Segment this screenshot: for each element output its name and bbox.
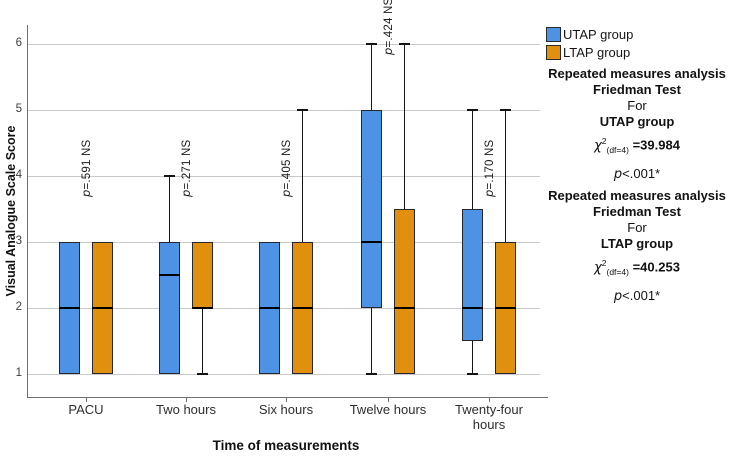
stats-heading: Repeated measures analysis (548, 187, 726, 203)
upper-whisker (301, 110, 304, 242)
x-tick-label: PACU (68, 402, 104, 417)
y-tick-label: 2 (15, 301, 22, 313)
y-axis-line (27, 25, 29, 397)
x-tick-label: Twenty-four hours (455, 402, 523, 432)
legend: UTAP group LTAP group (546, 25, 633, 61)
box-utap-4 (462, 209, 483, 341)
x-tick-mark (388, 397, 389, 402)
lower-whisker-cap (467, 373, 478, 375)
y-tick-label: 3 (15, 235, 22, 247)
stats-test-name: Friedman Test (593, 82, 681, 97)
median-line (462, 306, 483, 310)
stats-group-name: LTAP group (600, 235, 674, 251)
ltap-color-swatch (546, 44, 561, 60)
p-value-line: p<.001* (613, 165, 661, 182)
x-axis-line (27, 397, 548, 399)
stats-block-ltap: Repeated measures analysis Friedman Test… (538, 188, 736, 304)
pvalue-annotation: p=.424 NS (381, 0, 395, 56)
upper-whisker-cap (500, 109, 511, 111)
upper-whisker (370, 44, 373, 110)
chi-square-line: χ2(df=4) =39.984 (594, 136, 680, 155)
box-ltap-1 (192, 242, 213, 308)
median-line (192, 306, 213, 310)
lower-whisker-cap (197, 373, 208, 375)
utap-color-swatch (546, 26, 561, 42)
lower-whisker (201, 308, 204, 374)
x-tick-mark (186, 397, 187, 402)
x-tick-mark (86, 397, 87, 402)
x-axis-title: Time of measurements (212, 438, 360, 453)
pvalue-annotation: p=.271 NS (179, 139, 193, 198)
gridline (27, 44, 540, 45)
gridline (27, 374, 540, 375)
x-tick-label: Two hours (156, 402, 216, 417)
median-line (361, 240, 382, 244)
stats-test-name: Friedman Test (593, 203, 681, 219)
median-line (159, 273, 180, 277)
legend-label: LTAP group (563, 44, 631, 60)
y-tick-label: 5 (15, 103, 22, 115)
lower-whisker-cap (366, 373, 377, 375)
pvalue-annotation: p=.170 NS (482, 139, 496, 198)
upper-whisker (471, 110, 474, 209)
gridline (27, 308, 540, 309)
median-line (495, 306, 516, 310)
legend-label: UTAP group (563, 26, 634, 42)
legend-item-utap: UTAP group (546, 25, 633, 43)
y-tick-label: 4 (15, 169, 22, 181)
gridline (27, 242, 540, 243)
pvalue-annotation: p=.405 NS (279, 139, 293, 198)
stats-panel: Repeated measures analysis Friedman Test… (538, 66, 736, 310)
y-tick-label: 6 (15, 37, 22, 49)
legend-item-ltap: LTAP group (546, 43, 633, 61)
chi-square-line: χ2(df=4) =40.253 (594, 257, 680, 277)
lower-whisker (370, 308, 373, 374)
median-line (92, 306, 113, 310)
x-tick-label: Twelve hours (349, 402, 427, 417)
box-ltap-3 (394, 209, 415, 374)
gridline (27, 176, 540, 177)
upper-whisker (504, 110, 507, 242)
upper-whisker-cap (297, 109, 308, 111)
y-axis-title: Visual Analogue Scale Score (4, 125, 18, 297)
median-line (59, 306, 80, 310)
box-utap-3 (361, 110, 382, 308)
upper-whisker-cap (366, 43, 377, 45)
stats-block-utap: Repeated measures analysis Friedman Test… (538, 66, 736, 182)
median-line (259, 306, 280, 310)
stats-group-name: UTAP group (599, 114, 675, 129)
stats-for: For (627, 98, 647, 113)
x-tick-mark (286, 397, 287, 402)
upper-whisker-cap (467, 109, 478, 111)
stats-heading: Repeated measures analysis (548, 66, 726, 81)
upper-whisker (168, 176, 171, 242)
y-tick-label: 1 (15, 367, 22, 379)
box-utap-1 (159, 242, 180, 374)
p-value-line: p<.001* (613, 287, 661, 304)
lower-whisker (471, 341, 474, 374)
upper-whisker (403, 44, 406, 209)
upper-whisker-cap (164, 175, 175, 177)
median-line (394, 306, 415, 310)
x-tick-mark (489, 397, 490, 402)
x-tick-label: Six hours (258, 402, 314, 417)
median-line (292, 306, 313, 310)
gridline (27, 110, 540, 111)
stats-for: For (627, 219, 647, 235)
pvalue-annotation: p=.591 NS (79, 139, 93, 198)
upper-whisker-cap (399, 43, 410, 45)
